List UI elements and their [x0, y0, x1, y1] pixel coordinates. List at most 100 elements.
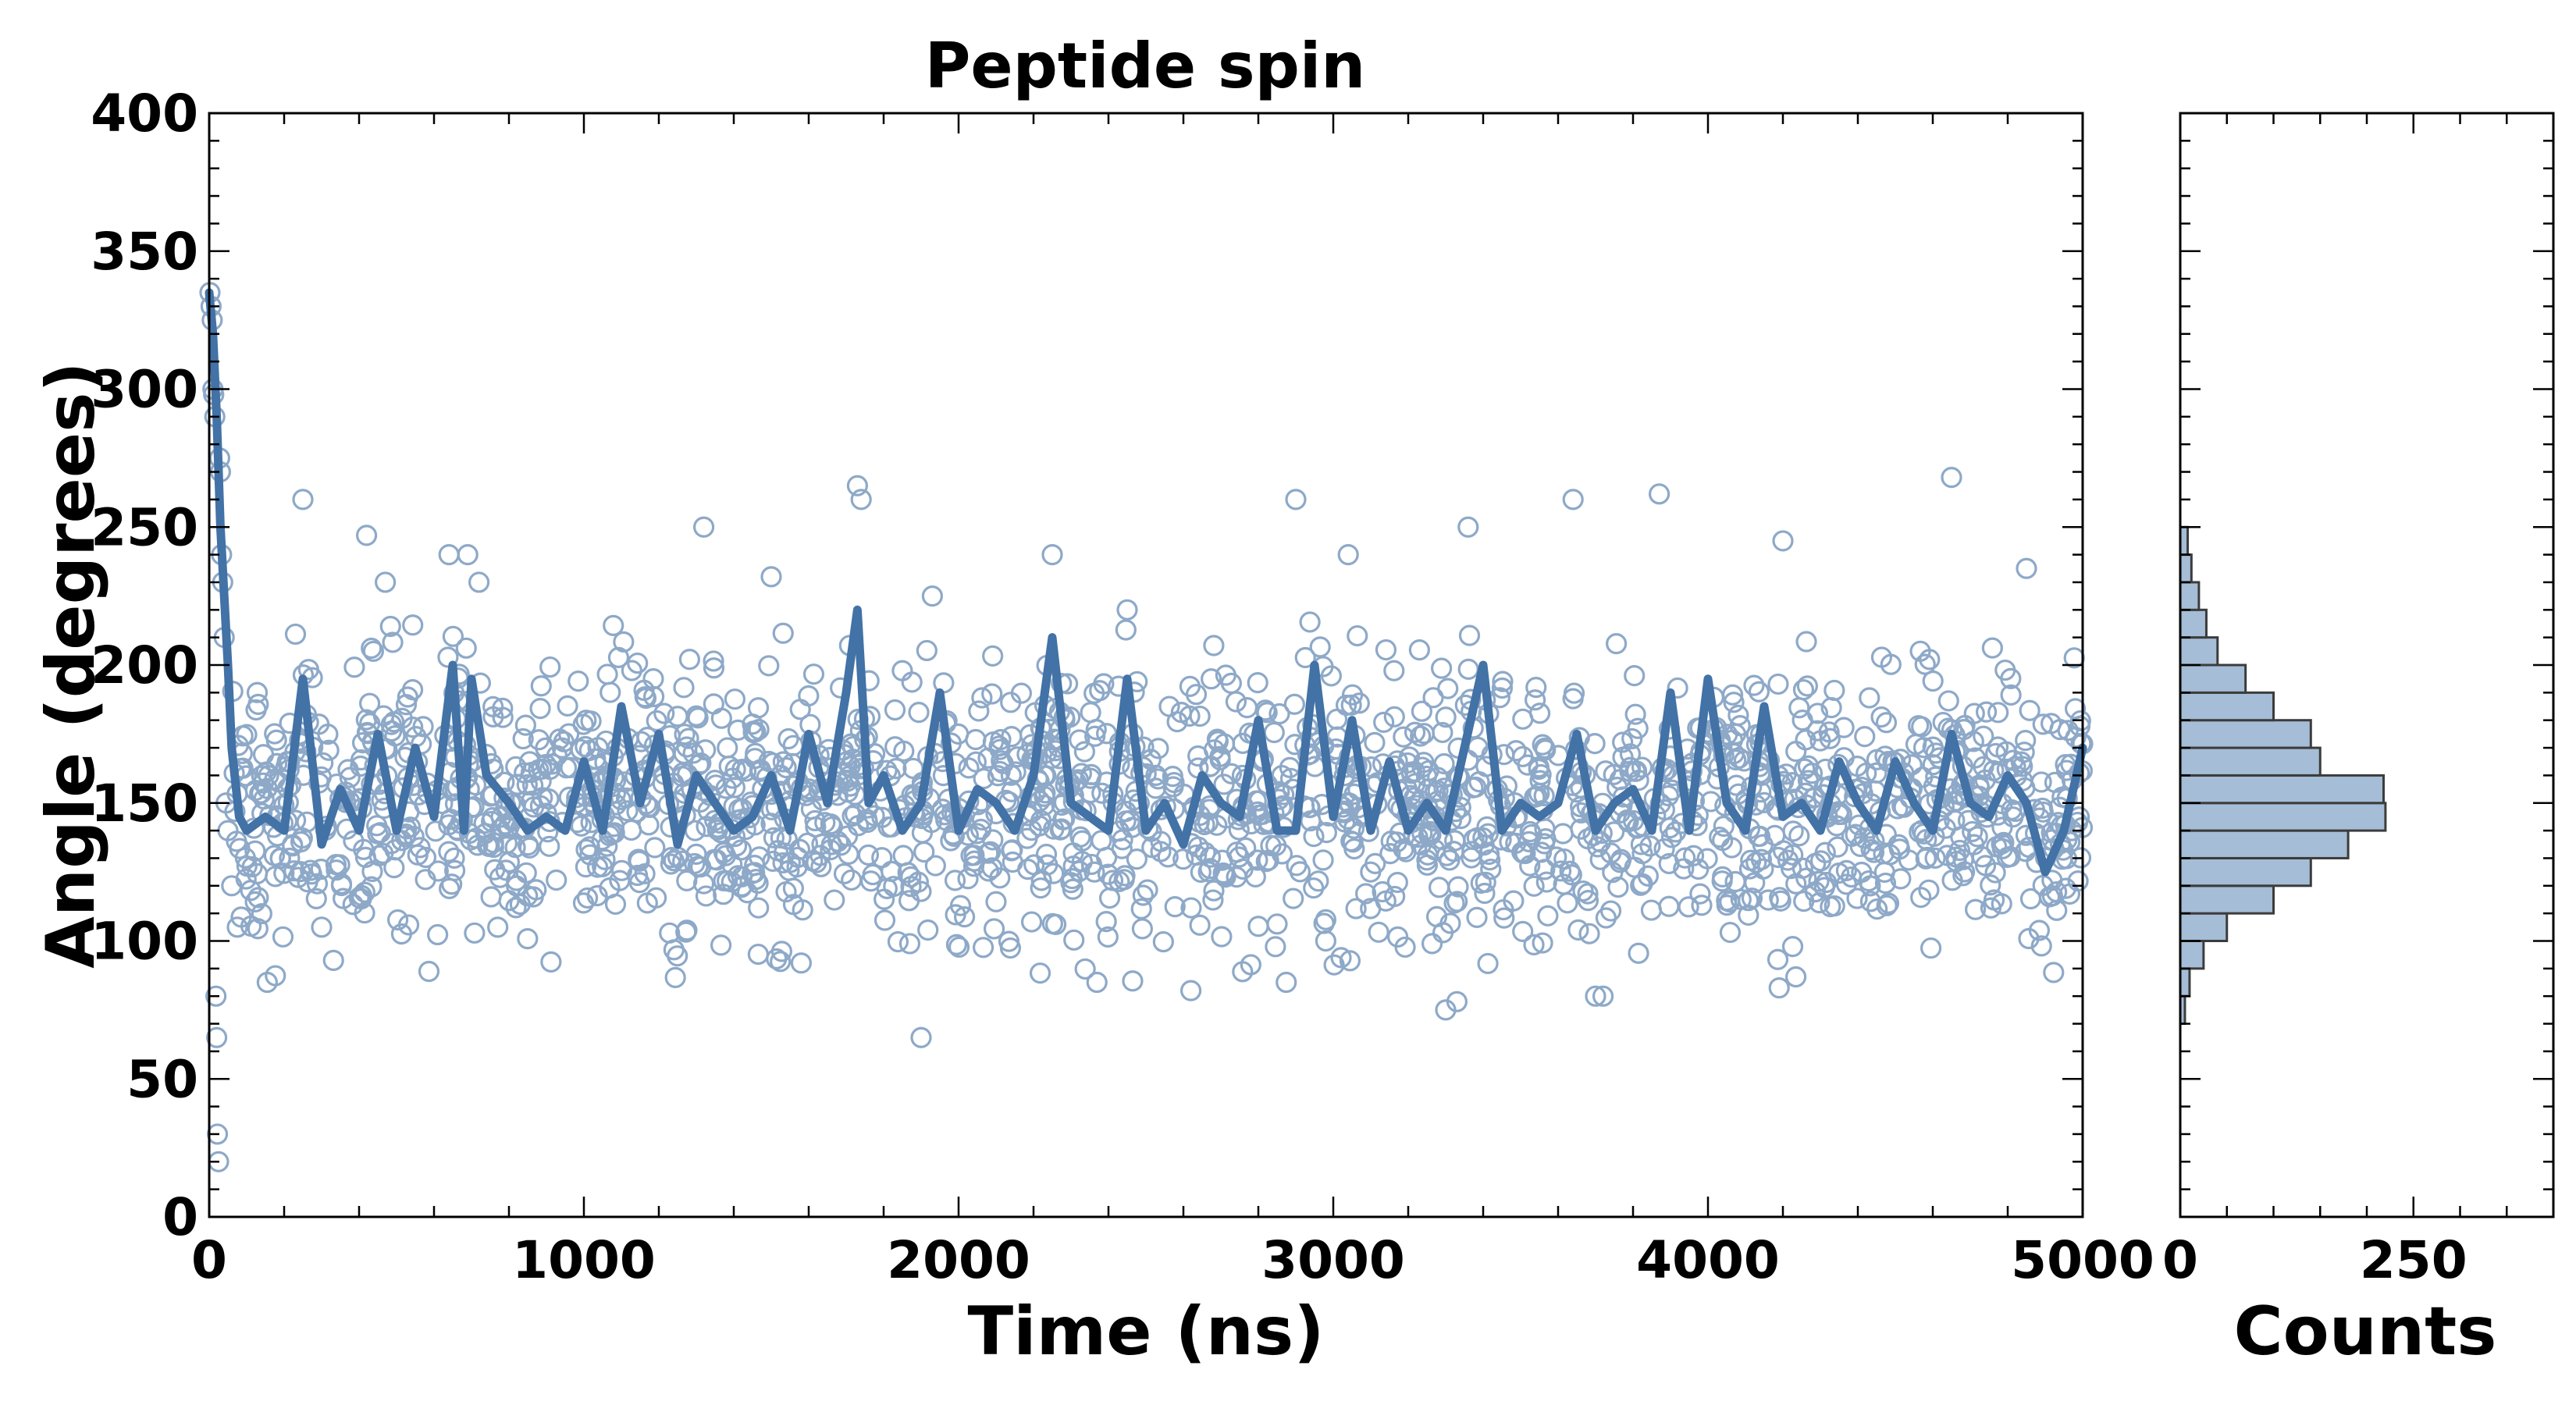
data-point: [953, 906, 976, 928]
data-point: [642, 668, 664, 690]
data-point: [1505, 832, 1527, 854]
data-point: [226, 916, 248, 938]
data-point: [1781, 936, 1804, 958]
data-point: [1552, 823, 1574, 845]
data-point: [418, 960, 440, 983]
data-point: [205, 985, 227, 1007]
data-point: [760, 566, 782, 588]
data-point: [1827, 836, 1848, 858]
data-point: [465, 827, 487, 849]
data-point: [482, 836, 504, 859]
data-point: [985, 891, 1007, 912]
data-point: [369, 822, 391, 844]
data-point: [1535, 871, 1557, 893]
data-point: [568, 670, 589, 692]
data-point: [1996, 846, 2018, 869]
data-point: [663, 939, 685, 961]
data-point: [2058, 883, 2081, 905]
data-point: [1728, 747, 1750, 769]
data-point: [820, 813, 841, 835]
data-point: [1093, 673, 1115, 695]
data-point: [1876, 895, 1898, 916]
data-point: [1421, 933, 1443, 955]
data-point: [1386, 871, 1408, 894]
data-point: [402, 717, 424, 738]
data-point: [610, 859, 633, 881]
data-point: [1653, 838, 1675, 860]
data-point: [1877, 892, 1900, 914]
data-point: [1782, 820, 1804, 842]
data-point: [1379, 842, 1401, 865]
data-point: [891, 660, 913, 681]
data-point: [1115, 619, 1137, 641]
y-tick-label: 350: [91, 222, 198, 282]
histogram-bar: [2179, 691, 2275, 722]
data-point: [397, 686, 418, 708]
data-point: [1244, 866, 1266, 887]
data-point: [921, 585, 944, 607]
data-point: [300, 859, 322, 881]
data-point: [910, 1026, 932, 1048]
data-point: [1372, 880, 1393, 903]
data-point: [236, 855, 258, 877]
data-point: [375, 571, 397, 593]
data-point: [497, 817, 519, 839]
histogram-axis-ticks: 0 250: [2162, 112, 2553, 1290]
data-point: [1030, 877, 1051, 899]
data-point: [1980, 874, 2001, 896]
data-point: [1266, 913, 1288, 935]
data-point: [1578, 923, 1600, 944]
data-point: [318, 739, 340, 761]
data-point: [917, 919, 939, 941]
data-point: [2041, 884, 2063, 907]
data-point: [1408, 639, 1430, 661]
data-point: [988, 735, 1010, 757]
data-point: [558, 723, 580, 745]
data-point: [1696, 848, 1718, 870]
data-point: [1845, 823, 1866, 845]
data-point: [576, 887, 599, 909]
data-point: [1116, 599, 1138, 621]
data-point: [1137, 879, 1158, 901]
data-point: [1323, 954, 1345, 976]
data-point: [247, 887, 269, 909]
data-point: [2028, 919, 2051, 941]
data-point: [283, 860, 305, 882]
histogram-bar: [2179, 884, 2275, 915]
data-point: [1097, 863, 1119, 885]
data-point: [1624, 856, 1646, 878]
data-point: [747, 943, 769, 966]
data-point: [885, 758, 907, 780]
data-point: [1859, 687, 1880, 709]
data-point: [1446, 891, 1468, 912]
data-point: [256, 971, 278, 994]
data-point: [1649, 483, 1670, 505]
data-point: [748, 897, 770, 919]
data-point: [468, 571, 490, 593]
data-point: [1339, 950, 1361, 972]
data-point: [532, 787, 553, 809]
main-plot-frame: [208, 112, 2084, 1218]
histogram-bar: [2179, 553, 2193, 584]
data-point: [1534, 818, 1556, 840]
data-point: [443, 859, 466, 881]
data-point: [897, 862, 919, 884]
data-point: [1585, 985, 1606, 1007]
data-point: [786, 856, 808, 878]
data-point: [1916, 846, 1938, 869]
data-point: [1713, 815, 1735, 838]
data-point: [206, 1026, 228, 1048]
data-point: [873, 888, 895, 910]
data-point: [425, 820, 447, 842]
smoothed-line: [205, 288, 2087, 877]
data-point: [2043, 962, 2065, 984]
data-point: [745, 869, 767, 891]
data-point: [455, 637, 477, 659]
data-point: [1607, 876, 1629, 898]
y-tick-label: 0: [162, 1187, 198, 1247]
histogram-bar: [2179, 581, 2201, 611]
data-point: [1631, 756, 1653, 778]
data-point: [1073, 741, 1096, 763]
data-point: [1782, 844, 1804, 866]
